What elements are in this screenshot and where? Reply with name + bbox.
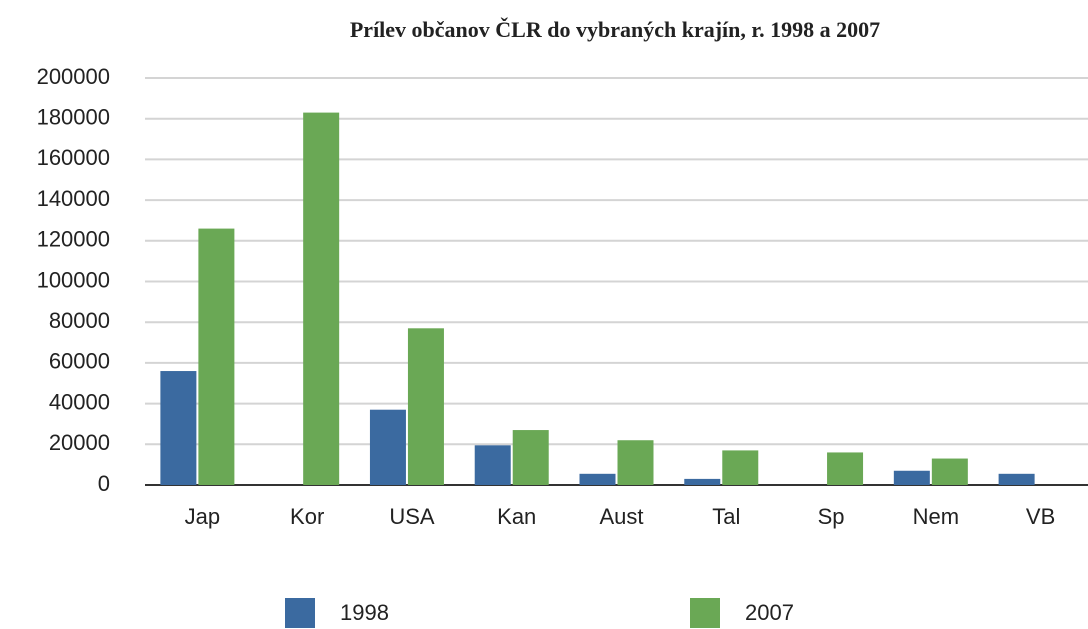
chart-title: Prílev občanov ČLR do vybraných krajín, … xyxy=(350,17,880,42)
x-tick-label: Jap xyxy=(185,504,220,529)
bar xyxy=(998,473,1035,485)
bar xyxy=(893,470,930,485)
legend-label: 2007 xyxy=(745,600,794,625)
y-tick-label: 0 xyxy=(98,471,110,496)
bar xyxy=(369,409,406,485)
bar xyxy=(198,228,235,485)
bar xyxy=(474,445,511,485)
bar xyxy=(579,473,616,485)
x-tick-label: Sp xyxy=(818,504,845,529)
y-tick-label: 160000 xyxy=(37,145,110,170)
x-tick-label: VB xyxy=(1026,504,1055,529)
y-tick-label: 140000 xyxy=(37,186,110,211)
y-tick-label: 100000 xyxy=(37,267,110,292)
bar xyxy=(931,458,968,485)
y-tick-label: 80000 xyxy=(49,308,110,333)
x-tick-label: Kor xyxy=(290,504,324,529)
x-tick-label: Aust xyxy=(599,504,643,529)
legend-label: 1998 xyxy=(340,600,389,625)
bar xyxy=(303,112,340,485)
bar xyxy=(160,371,197,485)
bar xyxy=(684,478,721,485)
y-tick-label: 120000 xyxy=(37,227,110,252)
legend-swatch xyxy=(285,598,315,628)
x-tick-label: Kan xyxy=(497,504,536,529)
x-tick-label: USA xyxy=(389,504,435,529)
bar xyxy=(512,430,549,485)
y-tick-label: 40000 xyxy=(49,389,110,414)
bar xyxy=(617,440,654,485)
y-tick-label: 180000 xyxy=(37,105,110,130)
legend-swatch xyxy=(690,598,720,628)
y-tick-label: 20000 xyxy=(49,430,110,455)
x-tick-label: Tal xyxy=(712,504,740,529)
bar xyxy=(827,452,864,485)
bar xyxy=(407,328,444,485)
bar xyxy=(722,450,759,485)
y-tick-label: 60000 xyxy=(49,349,110,374)
x-tick-label: Nem xyxy=(913,504,959,529)
y-tick-label: 200000 xyxy=(37,64,110,89)
